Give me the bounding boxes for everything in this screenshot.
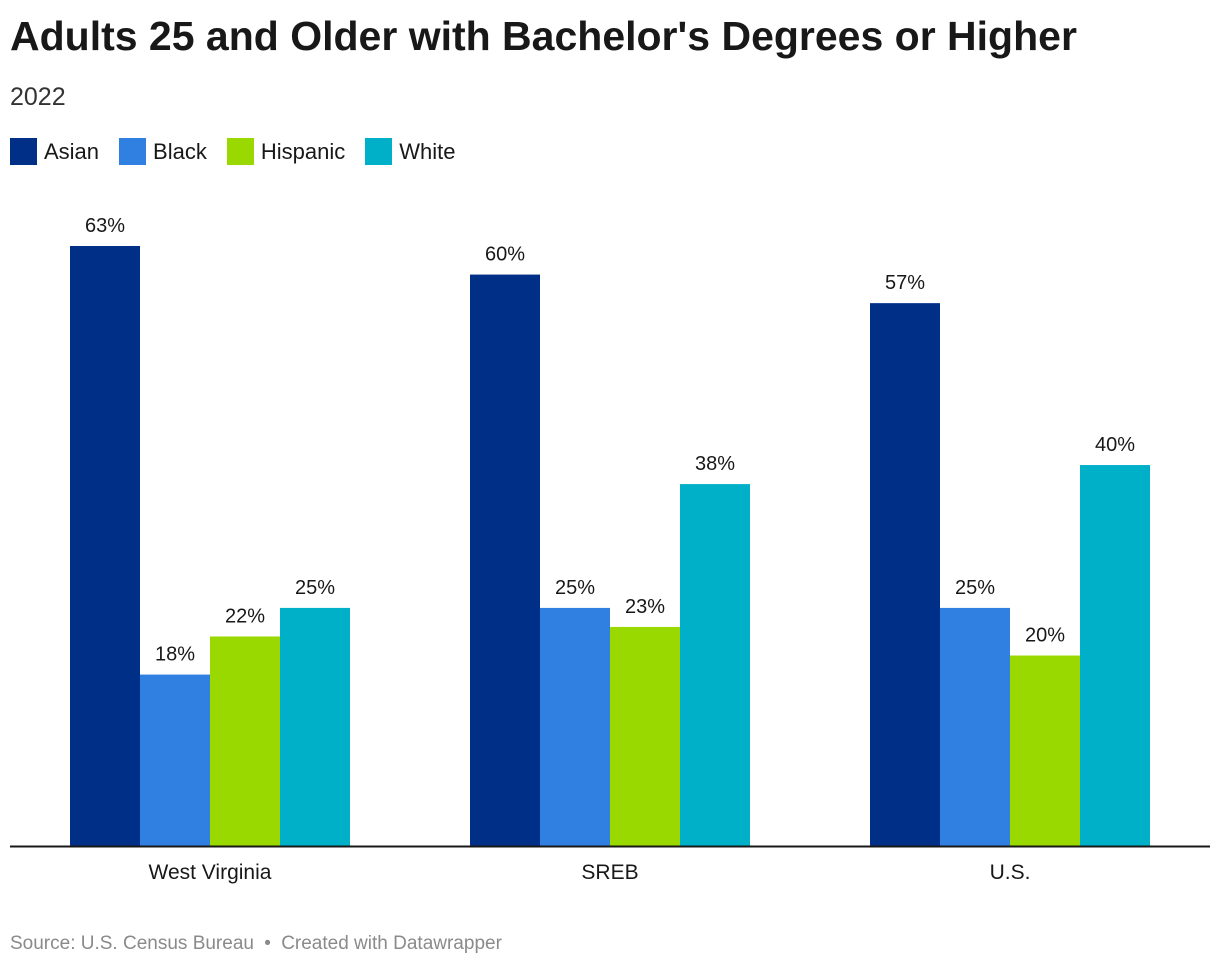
- data-label-west-virginia-asian: 63%: [85, 215, 125, 237]
- data-label-u-s-white: 40%: [1095, 434, 1135, 456]
- legend-swatch-white: [365, 138, 393, 165]
- bar-sreb-white: [680, 484, 750, 846]
- bar-west-virginia-white: [280, 607, 350, 846]
- bar-u-s-hispanic: [1010, 655, 1080, 846]
- legend-swatch-black: [119, 138, 147, 165]
- x-tick-label-sreb: SREB: [581, 861, 638, 884]
- legend-swatch-asian: [10, 138, 37, 165]
- data-label-sreb-white: 38%: [695, 453, 735, 475]
- legend-item-asian: Asian: [10, 138, 99, 165]
- data-label-sreb-asian: 60%: [485, 244, 525, 266]
- data-label-sreb-black: 25%: [555, 577, 595, 599]
- legend-label-white: White: [399, 139, 456, 164]
- bar-west-virginia-asian: [70, 246, 140, 846]
- credit-note: Created with Datawrapper: [281, 933, 502, 954]
- bar-west-virginia-hispanic: [210, 636, 280, 846]
- data-label-sreb-hispanic: 23%: [625, 596, 665, 618]
- legend-swatch-hispanic: [226, 138, 254, 165]
- bar-sreb-black: [540, 607, 610, 846]
- legend-label-hispanic: Hispanic: [260, 139, 346, 164]
- source-note: Source: U.S. Census Bureau: [10, 933, 254, 954]
- legend: Asian Black Hispanic White: [10, 138, 475, 165]
- bar-u-s-black: [940, 607, 1010, 846]
- data-label-u-s-asian: 57%: [885, 272, 925, 294]
- data-label-west-virginia-hispanic: 22%: [225, 605, 265, 627]
- bar-west-virginia-black: [140, 674, 210, 846]
- legend-item-white: White: [365, 138, 455, 165]
- bar-u-s-white: [1080, 465, 1150, 846]
- bar-chart: 63% 18% 22% 25% West Virginia 60% 25% 23% 38% SRE…: [10, 215, 1210, 884]
- data-label-west-virginia-black: 18%: [155, 644, 195, 666]
- footer: Source: U.S. Census Bureau • Created wit…: [10, 932, 502, 956]
- legend-label-black: Black: [153, 139, 207, 164]
- data-label-west-virginia-white: 25%: [295, 577, 335, 599]
- data-label-u-s-hispanic: 20%: [1025, 625, 1065, 647]
- data-label-u-s-black: 25%: [955, 577, 995, 599]
- legend-item-black: Black: [119, 138, 207, 165]
- bar-u-s-asian: [870, 303, 940, 847]
- x-tick-label-u-s: U.S.: [990, 861, 1031, 884]
- chart-subtitle: 2022: [10, 83, 66, 111]
- bar-sreb-hispanic: [610, 626, 680, 846]
- legend-item-hispanic: Hispanic: [226, 138, 346, 165]
- footer-separator: •: [264, 933, 271, 954]
- x-tick-label-west-virginia: West Virginia: [149, 861, 272, 884]
- bar-sreb-asian: [470, 274, 540, 847]
- legend-label-asian: Asian: [44, 139, 100, 164]
- chart-title: Adults 25 and Older with Bachelor's Degr…: [10, 13, 1077, 59]
